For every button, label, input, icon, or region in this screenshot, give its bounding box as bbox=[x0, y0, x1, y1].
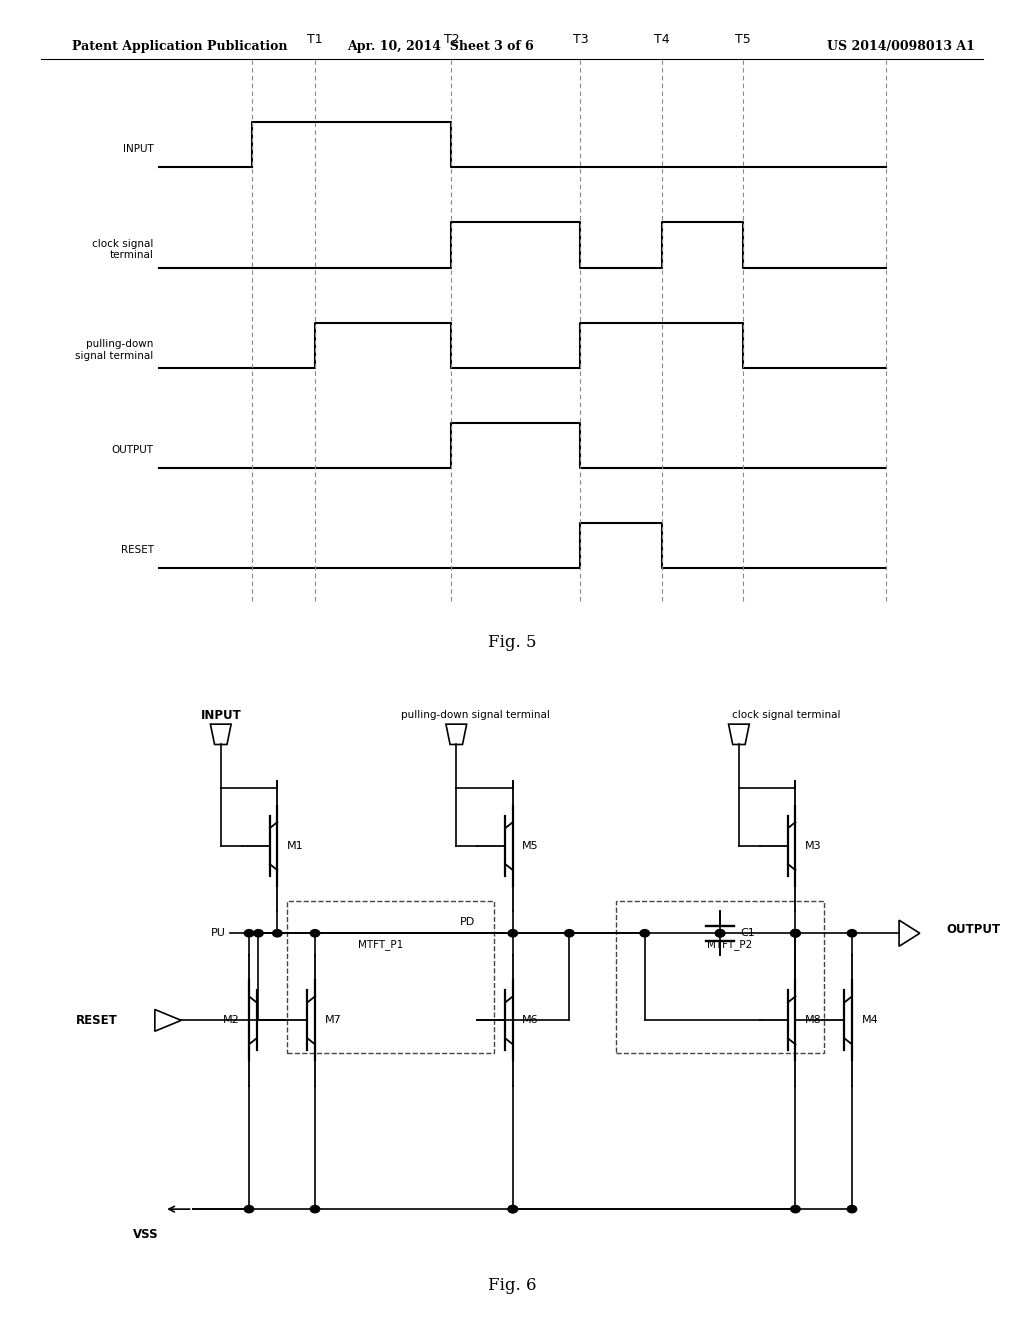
Circle shape bbox=[791, 929, 800, 937]
Text: M7: M7 bbox=[325, 1015, 341, 1026]
Text: MTFT_P1: MTFT_P1 bbox=[358, 939, 403, 949]
Text: MTFT_P2: MTFT_P2 bbox=[707, 939, 752, 949]
Text: M2: M2 bbox=[223, 1015, 240, 1026]
Text: PD: PD bbox=[460, 917, 475, 928]
Text: C1: C1 bbox=[740, 928, 756, 939]
Polygon shape bbox=[899, 920, 920, 946]
Polygon shape bbox=[728, 725, 750, 744]
Polygon shape bbox=[155, 1010, 181, 1031]
Circle shape bbox=[791, 1205, 800, 1213]
Text: T2: T2 bbox=[443, 33, 459, 46]
Circle shape bbox=[310, 1205, 319, 1213]
Text: M3: M3 bbox=[805, 841, 821, 851]
Text: T3: T3 bbox=[572, 33, 588, 46]
Circle shape bbox=[564, 929, 574, 937]
Circle shape bbox=[508, 1205, 517, 1213]
Circle shape bbox=[272, 929, 282, 937]
Text: T5: T5 bbox=[735, 33, 751, 46]
Circle shape bbox=[640, 929, 649, 937]
Circle shape bbox=[791, 929, 800, 937]
Text: RESET: RESET bbox=[76, 1014, 117, 1027]
Circle shape bbox=[716, 929, 725, 937]
Text: M6: M6 bbox=[522, 1015, 539, 1026]
Text: clock signal
terminal: clock signal terminal bbox=[92, 239, 154, 260]
Text: RESET: RESET bbox=[121, 545, 154, 556]
Text: Patent Application Publication: Patent Application Publication bbox=[72, 40, 287, 53]
Circle shape bbox=[847, 1205, 857, 1213]
Text: pulling-down
signal terminal: pulling-down signal terminal bbox=[76, 339, 154, 360]
Circle shape bbox=[245, 929, 254, 937]
Circle shape bbox=[245, 1205, 254, 1213]
Circle shape bbox=[254, 929, 263, 937]
Text: INPUT: INPUT bbox=[123, 144, 154, 154]
Text: OUTPUT: OUTPUT bbox=[946, 923, 1000, 936]
Text: Fig. 6: Fig. 6 bbox=[487, 1276, 537, 1294]
Text: M8: M8 bbox=[805, 1015, 821, 1026]
Circle shape bbox=[791, 929, 800, 937]
Circle shape bbox=[508, 929, 517, 937]
Text: T1: T1 bbox=[307, 33, 323, 46]
Text: Apr. 10, 2014  Sheet 3 of 6: Apr. 10, 2014 Sheet 3 of 6 bbox=[347, 40, 534, 53]
Text: clock signal terminal: clock signal terminal bbox=[732, 710, 841, 721]
Text: OUTPUT: OUTPUT bbox=[112, 445, 154, 455]
Text: PU: PU bbox=[211, 928, 225, 939]
Circle shape bbox=[716, 929, 725, 937]
Text: T4: T4 bbox=[653, 33, 670, 46]
Text: INPUT: INPUT bbox=[201, 709, 241, 722]
Text: M1: M1 bbox=[287, 841, 303, 851]
Text: M4: M4 bbox=[861, 1015, 879, 1026]
Polygon shape bbox=[210, 725, 231, 744]
Text: Fig. 5: Fig. 5 bbox=[487, 634, 537, 651]
Circle shape bbox=[508, 1205, 517, 1213]
Polygon shape bbox=[445, 725, 467, 744]
Circle shape bbox=[847, 929, 857, 937]
Text: VSS: VSS bbox=[132, 1228, 159, 1241]
Text: M5: M5 bbox=[522, 841, 539, 851]
Text: US 2014/0098013 A1: US 2014/0098013 A1 bbox=[827, 40, 975, 53]
Text: pulling-down signal terminal: pulling-down signal terminal bbox=[400, 710, 550, 721]
Circle shape bbox=[310, 929, 319, 937]
